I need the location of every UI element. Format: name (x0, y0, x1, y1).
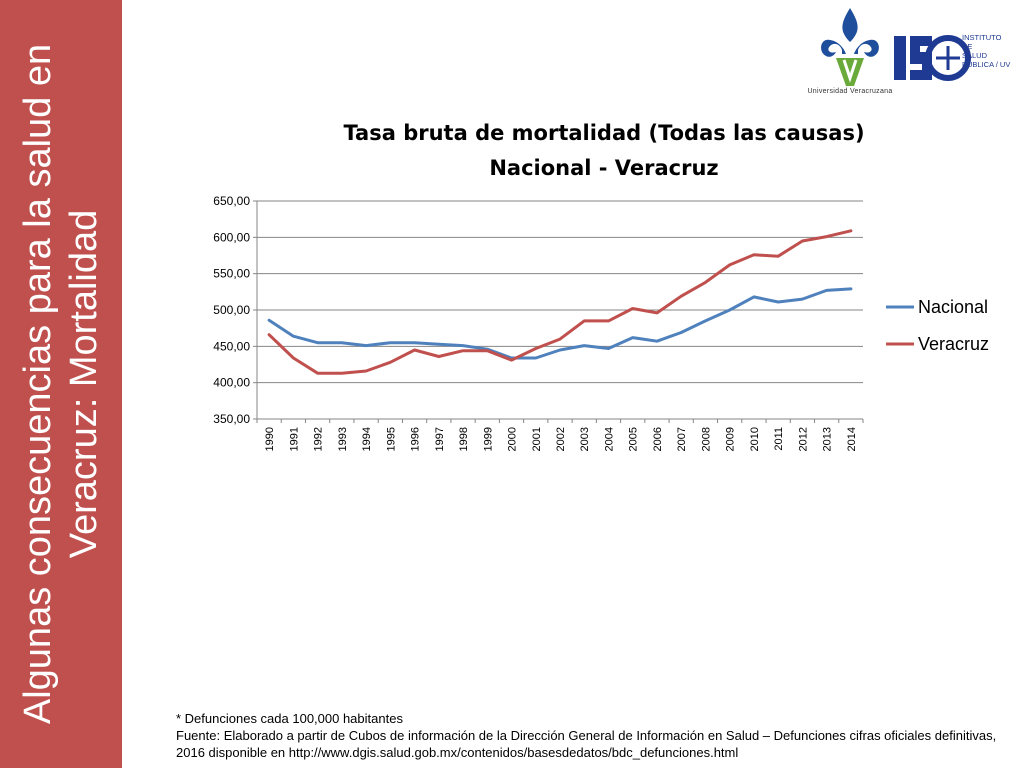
x-tick-label: 2009 (725, 427, 737, 451)
x-tick-label: 2011 (773, 427, 785, 451)
chart-subtitle: Nacional - Veracruz (489, 156, 718, 180)
mortality-line-chart: Tasa bruta de mortalidad (Todas las caus… (213, 121, 989, 451)
x-tick-label: 2005 (628, 427, 640, 451)
x-tick-label: 1997 (434, 427, 446, 451)
chart-title: Tasa bruta de mortalidad (Todas las caus… (343, 121, 864, 145)
x-tick-label: 2003 (579, 427, 591, 451)
y-tick-label: 550,00 (213, 267, 250, 281)
x-tick-label: 2010 (749, 427, 761, 451)
x-tick-label: 2012 (797, 427, 809, 451)
x-tick-label: 2000 (507, 427, 519, 451)
x-tick-label: 2013 (822, 427, 834, 451)
x-tick-label: 2007 (676, 427, 688, 451)
x-tick-label: 1994 (361, 427, 373, 451)
legend-label: Veracruz (918, 334, 989, 354)
series-line-veracruz (267, 229, 853, 375)
x-tick-label: 1999 (482, 427, 494, 451)
footnotes: * Defunciones cada 100,000 habitantes Fu… (176, 710, 1006, 761)
y-tick-label: 650,00 (213, 194, 250, 208)
y-tick-label: 500,00 (213, 303, 250, 317)
series-lines (267, 229, 853, 375)
x-tick-label: 1993 (337, 427, 349, 451)
isp-label-line: DE (962, 42, 973, 51)
x-tick-label: 1991 (288, 427, 300, 451)
units-note: * Defunciones cada 100,000 habitantes (176, 711, 403, 726)
x-tick-label: 2001 (531, 427, 543, 451)
isp-label-line: SALUD (962, 51, 988, 60)
x-tick-label: 1996 (410, 427, 422, 451)
y-axis-ticks: 650,00 600,00 550,00 500,00 450,00 400,00 350,… (213, 194, 250, 426)
legend-label: Nacional (918, 297, 988, 317)
source-note: Fuente: Elaborado a partir de Cubos de i… (176, 728, 997, 760)
x-tick-label: 2006 (652, 427, 664, 451)
x-tick-label: 2002 (555, 427, 567, 451)
y-tick-label: 350,00 (213, 412, 250, 426)
y-tick-label: 450,00 (213, 339, 250, 353)
x-tick-label: 2004 (603, 427, 615, 451)
side-bar: Algunas consecuencias para la salud en V… (0, 0, 122, 768)
x-tick-label: 2008 (700, 427, 712, 451)
x-tick-label: 1995 (385, 427, 397, 451)
universidad-veracruzana-logo (821, 8, 879, 86)
x-tick-label: 1990 (264, 427, 276, 451)
y-tick-label: 600,00 (213, 230, 250, 244)
instituto-salud-publica-logo (894, 35, 971, 81)
isp-label-line: INSTITUTO (962, 33, 1002, 42)
x-axis-ticks: 1990 1991 1992 1993 1994 1995 1996 1997 1998 1999… (264, 427, 858, 451)
series-line-nacional (267, 287, 853, 360)
slide-title: Algunas consecuencias para la salud en V… (17, 43, 105, 725)
x-tick-label: 1992 (313, 427, 325, 451)
instituto-salud-publica-label: INSTITUTO DE SALUD PÚBLICA / UV (962, 33, 1022, 69)
y-tick-label: 400,00 (213, 376, 250, 390)
legend: Nacional Veracruz (886, 297, 989, 354)
x-tick-label: 2014 (846, 427, 858, 451)
gridlines (253, 200, 864, 423)
isp-label-line: PÚBLICA / UV (962, 60, 1011, 69)
universidad-veracruzana-label: Universidad Veracruzana (807, 88, 893, 95)
x-tick-label: 1998 (458, 427, 470, 451)
